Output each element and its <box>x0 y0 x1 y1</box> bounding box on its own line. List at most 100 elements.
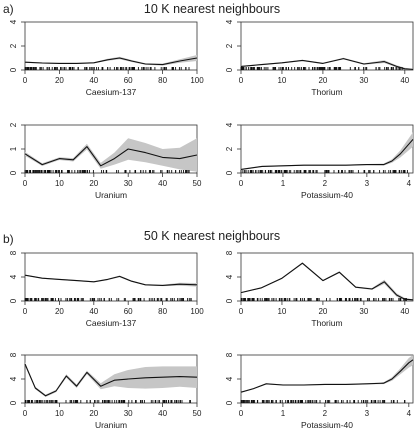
y-tick-label: 4 <box>9 274 18 279</box>
rug-marks <box>24 298 192 301</box>
x-tick-label: 40 <box>400 76 409 85</box>
x-axis: 0 1 2 3 4 <box>239 403 412 418</box>
x-tick-label: 10 <box>277 76 286 85</box>
x-tick-label: 2 <box>323 179 328 188</box>
x-axis: 0 10 20 30 40 50 <box>23 173 202 188</box>
x-tick-label: 30 <box>359 76 368 85</box>
x-axis-label: Uranium <box>95 420 127 430</box>
plot-frame <box>240 252 414 302</box>
x-axis-label: Thorium <box>311 318 342 328</box>
x-tick-label: 0 <box>239 76 244 85</box>
x-tick-label: 10 <box>55 409 64 418</box>
rug-marks <box>240 298 407 301</box>
rug-marks <box>240 170 408 173</box>
y-tick-label: 2 <box>225 146 234 151</box>
panel-7: 0 10 20 30 40 50 0 4 8 Uranium <box>9 352 202 430</box>
y-tick-label: 0 <box>9 170 18 175</box>
x-tick-label: 40 <box>158 409 167 418</box>
y-tick-label: 8 <box>9 352 18 357</box>
panel-5: 0 20 40 60 80 100 0 4 8 Caesium-137 <box>9 250 204 328</box>
rug-marks <box>240 400 406 403</box>
y-tick-label: 0 <box>225 170 234 175</box>
x-tick-label: 100 <box>190 76 204 85</box>
fitted-curve <box>24 274 198 286</box>
x-tick-label: 40 <box>158 179 167 188</box>
x-tick-label: 4 <box>407 179 412 188</box>
y-tick-label: 2 <box>9 43 18 48</box>
x-tick-label: 3 <box>365 409 370 418</box>
y-axis: 0 4 8 <box>9 250 25 303</box>
fitted-curve <box>240 262 414 301</box>
x-axis: 0 10 20 30 40 <box>239 70 410 85</box>
x-tick-label: 100 <box>190 307 204 316</box>
plot-frame <box>240 354 414 404</box>
confidence-band <box>25 274 197 287</box>
x-axis: 0 10 20 30 40 50 <box>23 403 202 418</box>
rug-marks <box>240 67 403 70</box>
x-tick-label: 10 <box>55 179 64 188</box>
confidence-band <box>25 138 197 172</box>
section-b-label: b) <box>3 232 14 246</box>
x-tick-label: 40 <box>89 76 98 85</box>
confidence-band <box>25 362 197 397</box>
x-axis: 0 20 40 60 80 100 <box>23 301 204 316</box>
confidence-band <box>25 55 197 66</box>
x-axis-label: Caesium-137 <box>86 318 137 328</box>
confidence-band <box>241 262 413 301</box>
x-tick-label: 4 <box>407 409 412 418</box>
confidence-band <box>241 132 413 170</box>
x-axis-label: Caesium-137 <box>86 87 137 97</box>
x-tick-label: 30 <box>124 409 133 418</box>
x-tick-label: 0 <box>23 409 28 418</box>
x-tick-label: 0 <box>239 409 244 418</box>
y-tick-label: 0 <box>225 67 234 72</box>
y-axis: 0 4 8 <box>225 250 241 303</box>
x-tick-label: 0 <box>239 179 244 188</box>
fitted-curve <box>24 146 198 167</box>
x-tick-label: 0 <box>23 307 28 316</box>
y-tick-label: 0 <box>225 298 234 303</box>
panel-6: 0 10 20 30 40 0 4 8 Thorium <box>225 250 414 328</box>
x-axis: 0 1 2 3 4 <box>239 173 412 188</box>
section-a-label: a) <box>3 2 14 16</box>
x-axis-label: Uranium <box>95 190 127 200</box>
panel-8: 0 1 2 3 4 0 4 8 Potassium-40 <box>225 352 414 430</box>
y-tick-label: 8 <box>9 250 18 255</box>
y-axis: 0 4 8 <box>225 352 241 405</box>
x-tick-label: 20 <box>89 409 98 418</box>
panel-2: 0 10 20 30 40 0 2 4 Thorium <box>225 19 414 97</box>
y-tick-label: 2 <box>9 122 18 127</box>
x-axis-label: Potassium-40 <box>301 420 353 430</box>
y-tick-label: 4 <box>225 19 234 24</box>
section-b-title: 50 K nearest neighbours <box>144 229 280 243</box>
y-tick-label: 2 <box>225 43 234 48</box>
confidence-band <box>241 355 413 393</box>
panel-4: 0 1 2 3 4 0 2 4 Potassium-40 <box>225 122 414 200</box>
y-tick-label: 4 <box>225 122 234 127</box>
y-axis: 0 2 4 <box>9 19 25 72</box>
x-tick-label: 80 <box>158 307 167 316</box>
y-tick-label: 0 <box>9 67 18 72</box>
x-tick-label: 0 <box>23 76 28 85</box>
y-tick-label: 0 <box>9 400 18 405</box>
x-tick-label: 1 <box>281 179 286 188</box>
x-tick-label: 50 <box>193 409 202 418</box>
fitted-curve <box>240 359 414 393</box>
panel-1: 0 20 40 60 80 100 0 2 4 Caesium-137 <box>9 19 204 97</box>
x-tick-label: 40 <box>400 307 409 316</box>
plot-frame <box>24 252 198 302</box>
y-tick-label: 8 <box>225 250 234 255</box>
x-axis-label: Potassium-40 <box>301 190 353 200</box>
fitted-curve <box>24 363 198 397</box>
x-tick-label: 20 <box>55 76 64 85</box>
x-tick-label: 60 <box>124 76 133 85</box>
x-axis-label: Thorium <box>311 87 342 97</box>
x-tick-label: 40 <box>89 307 98 316</box>
x-tick-label: 0 <box>23 179 28 188</box>
y-axis: 0 2 4 <box>225 122 241 175</box>
x-tick-label: 2 <box>323 409 328 418</box>
x-tick-label: 20 <box>89 179 98 188</box>
y-tick-label: 0 <box>9 298 18 303</box>
x-tick-label: 50 <box>193 179 202 188</box>
